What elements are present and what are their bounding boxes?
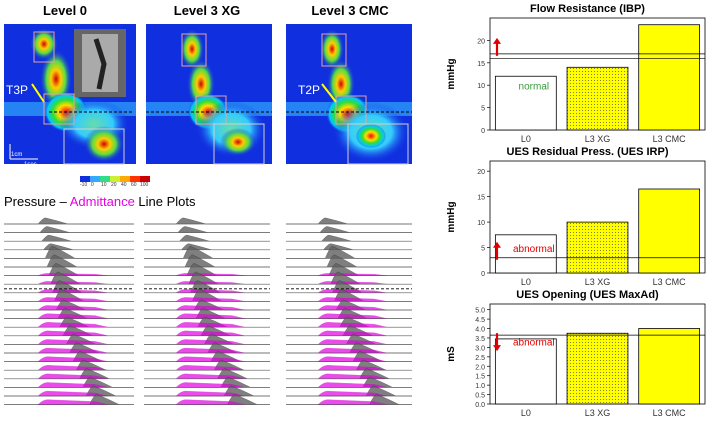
y-tick-label: 2.0 — [475, 364, 485, 371]
x-tick-label: L0 — [521, 134, 531, 144]
colorbar — [80, 176, 150, 182]
y-axis-label: mmHg — [446, 58, 457, 89]
y-tick-label: 2.5 — [475, 355, 485, 362]
bar-l0 — [494, 75, 557, 131]
x-tick-label: L3 CMC — [653, 408, 687, 418]
chart-ues-maxad: mS 0.0 0.5 1.0 1.5 2.0 2.5 3.0 3.5 4.0 4.5 5.0 L0 L3 … — [446, 303, 706, 418]
chart-title-flow-resistance: Flow Resistance (IBP) — [530, 3, 645, 15]
y-tick-label: 15 — [477, 195, 485, 202]
panel-title-level0: Level 0 — [42, 3, 88, 18]
bar-l3-xg — [566, 332, 629, 405]
lineplot-panel — [286, 217, 412, 405]
hrim-heatmaps: T3P 1cm 1sec T2P — [4, 24, 412, 182]
x-tick-label: L3 XG — [585, 408, 611, 418]
y-tick-label: 5 — [481, 106, 485, 113]
status-label: abnormal — [513, 244, 555, 255]
colorbar-tick: 100 — [140, 182, 149, 188]
heatmap-level0 — [4, 24, 136, 165]
lineplots-title-admittance: Admittance — [69, 194, 135, 209]
panel-title-level3cmc: Level 3 CMC — [311, 3, 389, 18]
x-tick-label: L3 CMC — [653, 134, 687, 144]
x-tick-label: L3 XG — [585, 277, 611, 287]
chart-title-ues-irp: UES Residual Press. (UES IRP) — [506, 146, 669, 158]
lineplots-title: Pressure – Admittance Line Plots — [4, 194, 196, 209]
y-axis-label: mmHg — [446, 201, 457, 232]
y-tick-label: 20 — [477, 169, 485, 176]
y-tick-label: 0.5 — [475, 393, 485, 400]
colorbar-tick: 10 — [101, 182, 107, 188]
t2p-arrow — [321, 83, 337, 103]
x-tick-label: L3 XG — [585, 134, 611, 144]
t3p-label: T3P — [6, 83, 28, 97]
y-tick-label: 0.0 — [475, 402, 485, 409]
lineplots-title-pressure: Pressure – — [4, 194, 70, 209]
scale-sec-label: 1sec — [24, 162, 37, 168]
lineplot-panel — [144, 217, 270, 405]
y-tick-label: 15 — [477, 61, 485, 68]
colorbar-tick: 0 — [91, 182, 94, 188]
y-tick-label: 0 — [481, 271, 485, 278]
y-tick-label: 5.0 — [475, 308, 485, 315]
colorbar-tick: 20 — [111, 182, 117, 188]
bar-l0 — [494, 234, 557, 274]
y-tick-label: 1.5 — [475, 374, 485, 381]
x-tick-label: L0 — [521, 277, 531, 287]
colorbar-tick: 60 — [131, 182, 137, 188]
lineplot-panel — [4, 217, 134, 405]
y-tick-label: 4.0 — [475, 327, 485, 334]
t2p-label: T2P — [298, 83, 320, 97]
lineplots-title-rest: Line Plots — [134, 194, 196, 209]
bar-l3-xg — [566, 66, 629, 131]
bar-l0 — [494, 338, 557, 405]
y-tick-label: 1.0 — [475, 383, 485, 390]
panel-title-level3xg: Level 3 XG — [173, 3, 241, 18]
scale-cm-label: 1cm — [11, 152, 22, 158]
heatmap-level3xg — [146, 24, 272, 165]
y-tick-label: 20 — [477, 38, 485, 45]
y-tick-label: 5 — [481, 246, 485, 253]
chart-flow-resistance: mmHg 0 5 10 15 20 L0 L3 XG L3 CMC normal — [446, 17, 706, 144]
chart-title-ues-maxad: UES Opening (UES MaxAd) — [516, 289, 659, 301]
threshold-arrowhead — [493, 345, 501, 352]
y-tick-label: 4.5 — [475, 317, 485, 324]
colorbar-tick: -10 — [80, 182, 88, 188]
y-tick-label: 3.0 — [475, 345, 485, 352]
y-tick-label: 10 — [477, 220, 485, 227]
status-label: abnormal — [513, 337, 555, 348]
heatmap-level3cmc — [286, 24, 412, 165]
x-tick-label: L3 CMC — [653, 277, 687, 287]
bar-l3-cmc — [638, 328, 701, 405]
status-label: normal — [519, 82, 550, 93]
threshold-arrowhead — [493, 241, 501, 248]
chart-ues-irp: mmHg 0 5 10 15 20 L0 L3 XG L3 CMC abnormal — [446, 160, 706, 287]
y-tick-label: 0 — [481, 128, 485, 135]
t3p-arrow — [31, 83, 45, 103]
colorbar-ticks: -10 0 10 20 40 60 100 — [80, 182, 160, 190]
threshold-arrowhead — [493, 37, 501, 44]
colorbar-tick: 40 — [121, 182, 127, 188]
x-tick-label: L0 — [521, 408, 531, 418]
bar-l3-cmc — [638, 188, 701, 274]
y-axis-label: mS — [446, 346, 457, 362]
y-tick-label: 3.5 — [475, 336, 485, 343]
y-tick-label: 10 — [477, 83, 485, 90]
bar-l3-cmc — [638, 24, 701, 131]
pressure-admittance-lineplots — [4, 217, 412, 405]
bar-l3-xg — [566, 221, 629, 274]
